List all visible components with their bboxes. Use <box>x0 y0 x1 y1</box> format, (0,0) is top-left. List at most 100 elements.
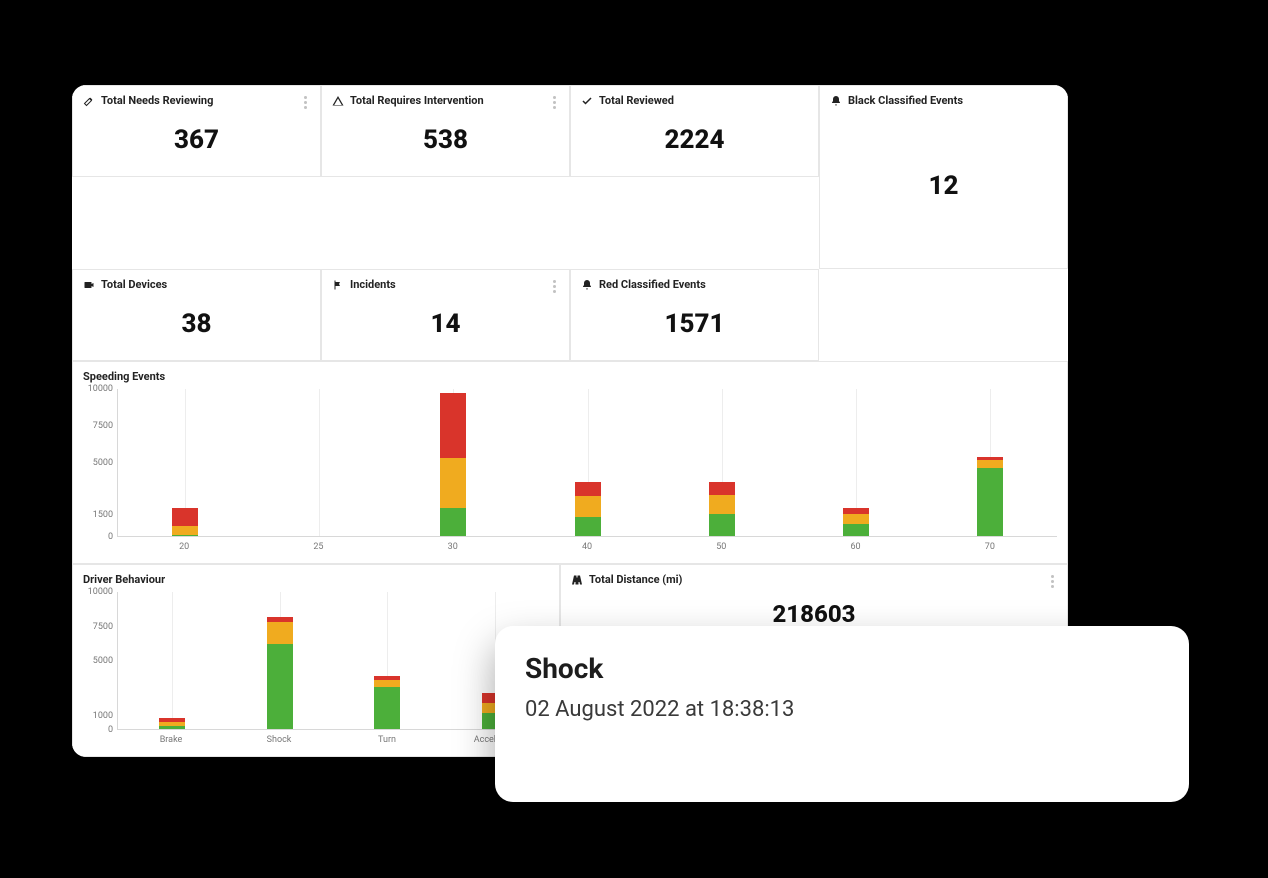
bell-icon <box>581 279 593 291</box>
bar-segment-amber <box>440 458 466 508</box>
card-menu-button[interactable] <box>298 92 312 112</box>
bar-segment-green <box>172 535 198 536</box>
card-red-events[interactable]: Red Classified Events 1571 <box>570 269 819 361</box>
y-tick-label: 1500 <box>93 510 113 520</box>
check-icon <box>581 95 593 107</box>
kpi-value: 367 <box>83 125 310 155</box>
card-title: Black Classified Events <box>830 94 1057 107</box>
y-tick-label: 1000 <box>93 711 113 721</box>
edit-icon <box>83 95 95 107</box>
card-requires-intervention[interactable]: Total Requires Intervention 538 <box>321 85 570 177</box>
chart-title: Driver Behaviour <box>73 573 559 592</box>
card-title: Total Needs Reviewing <box>83 94 310 107</box>
chart-bar[interactable] <box>440 393 466 536</box>
bell-icon <box>830 95 842 107</box>
x-axis: BrakeShockTurnAccelerate <box>117 732 549 752</box>
card-title-text: Total Requires Intervention <box>350 94 484 107</box>
x-tick-label: 20 <box>179 542 189 552</box>
card-menu-button[interactable] <box>1045 571 1059 591</box>
flag-icon <box>332 279 344 291</box>
bar-segment-amber <box>374 680 400 687</box>
chart-plot[interactable] <box>117 592 549 730</box>
bar-segment-green <box>440 508 466 536</box>
chart-plot[interactable] <box>117 389 1057 537</box>
x-tick-label: 30 <box>448 542 458 552</box>
y-tick-label: 7500 <box>93 622 113 632</box>
card-title-text: Incidents <box>350 278 396 291</box>
bar-segment-amber <box>267 622 293 644</box>
x-axis: 20 25 30 40 50 60 70 <box>117 539 1057 559</box>
card-title: Incidents <box>332 278 559 291</box>
bar-segment-amber <box>977 460 1003 469</box>
card-title: Total Distance (mi) <box>571 573 1057 586</box>
kpi-value: 12 <box>830 171 1057 201</box>
card-title-text: Total Devices <box>101 278 167 291</box>
x-tick-label: 40 <box>582 542 592 552</box>
bar-segment-amber <box>172 526 198 535</box>
card-title: Total Devices <box>83 278 310 291</box>
card-incidents[interactable]: Incidents 14 <box>321 269 570 361</box>
y-tick-label: 5000 <box>93 656 113 666</box>
card-menu-button[interactable] <box>547 276 561 296</box>
chart-bar[interactable] <box>709 482 735 536</box>
card-title-text: Total Reviewed <box>599 94 674 107</box>
x-tick-label: Brake <box>160 735 183 745</box>
card-menu-button[interactable] <box>547 92 561 112</box>
card-title-text: Black Classified Events <box>848 94 963 107</box>
card-title-text: Total Needs Reviewing <box>101 94 213 107</box>
kpi-value: 218603 <box>571 600 1057 628</box>
bar-segment-amber <box>709 495 735 514</box>
bar-segment-green <box>709 514 735 536</box>
card-devices[interactable]: Total Devices 38 <box>72 269 321 361</box>
chart-speeding-events: Speeding Events 0 1500 5000 7500 10000 20 25 3… <box>72 361 1068 564</box>
bar-segment-green <box>843 524 869 536</box>
bar-segment-green <box>267 644 293 729</box>
chart-bar[interactable] <box>172 508 198 536</box>
y-axis: 015005000750010000 <box>73 389 117 537</box>
card-title-text: Total Distance (mi) <box>589 573 682 586</box>
card-reviewed[interactable]: Total Reviewed 2224 <box>570 85 819 177</box>
event-tooltip-card: Shock 02 August 2022 at 18:38:13 <box>495 626 1189 802</box>
x-tick-label: Turn <box>378 735 396 745</box>
chart-title: Speeding Events <box>73 370 1067 389</box>
chart-bar[interactable] <box>374 676 400 729</box>
road-icon <box>571 574 583 586</box>
card-black-events[interactable]: Black Classified Events 12 <box>819 85 1068 269</box>
y-tick-label: 0 <box>108 725 113 735</box>
x-tick-label: 70 <box>985 542 995 552</box>
bar-segment-red <box>575 482 601 497</box>
card-needs-reviewing[interactable]: Total Needs Reviewing 367 <box>72 85 321 177</box>
y-tick-label: 7500 <box>93 421 113 431</box>
bar-segment-red <box>440 393 466 458</box>
bar-segment-red <box>172 508 198 526</box>
bar-segment-green <box>159 726 185 729</box>
chart-bar[interactable] <box>843 508 869 536</box>
tooltip-timestamp: 02 August 2022 at 18:38:13 <box>525 697 1159 722</box>
kpi-value: 1571 <box>581 309 808 339</box>
bar-segment-green <box>977 468 1003 536</box>
camera-icon <box>83 279 95 291</box>
chart-bar[interactable] <box>977 457 1003 536</box>
chart-bar[interactable] <box>267 617 293 729</box>
bar-segment-amber <box>843 514 869 524</box>
y-tick-label: 0 <box>108 532 113 542</box>
kpi-value: 38 <box>83 309 310 339</box>
y-tick-label: 10000 <box>88 587 113 597</box>
x-tick-label: 60 <box>851 542 861 552</box>
x-tick-label: 50 <box>716 542 726 552</box>
kpi-value: 2224 <box>581 125 808 155</box>
card-title: Total Requires Intervention <box>332 94 559 107</box>
chart-bar[interactable] <box>159 718 185 729</box>
warning-icon <box>332 95 344 107</box>
x-tick-label: 25 <box>313 542 323 552</box>
bar-segment-green <box>575 517 601 536</box>
x-tick-label: Shock <box>267 735 292 745</box>
chart-driver-behaviour: Driver Behaviour 0 1000 5000 7500 10000 Brak… <box>72 564 560 757</box>
y-tick-label: 5000 <box>93 458 113 468</box>
chart-bar[interactable] <box>575 482 601 536</box>
kpi-value: 538 <box>332 125 559 155</box>
y-tick-label: 10000 <box>88 384 113 394</box>
card-title-text: Red Classified Events <box>599 278 706 291</box>
bar-segment-green <box>374 687 400 729</box>
y-axis: 010005000750010000 <box>73 592 117 730</box>
